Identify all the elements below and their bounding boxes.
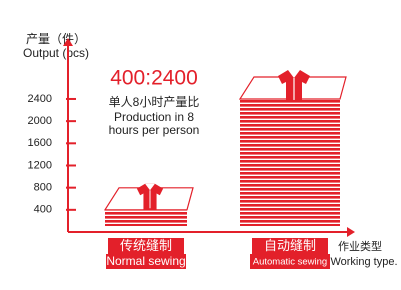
annotation: 单人8小时产量比: [109, 95, 200, 109]
annotation: Production in 8: [114, 110, 194, 124]
bar: [240, 99, 340, 226]
x-tick-label: 传统缝制: [120, 238, 172, 253]
y-tick-label: 1600: [28, 137, 52, 149]
y-axis-label: Output (pcs): [23, 46, 89, 60]
y-tick-label: 2400: [28, 93, 52, 105]
x-tick-label: 自动缝制: [264, 238, 316, 253]
chart: 产量（件） Output (pcs) 400:2400 单人8小时产量比 Pro…: [0, 0, 401, 290]
y-axis-label: 产量（件）: [26, 32, 86, 46]
ratio-annotation: 400:2400: [110, 67, 198, 90]
x-tick-sublabel: Automatic sewing: [253, 257, 327, 268]
y-tick-label: 1200: [28, 159, 52, 171]
y-tick-label: 400: [34, 204, 52, 216]
annotation: hours per person: [109, 123, 200, 137]
y-tick-label: 800: [34, 182, 52, 194]
x-axis-label: 作业类型: [338, 239, 382, 253]
x-tick-sublabel: Normal sewing: [106, 254, 185, 268]
y-tick-label: 2000: [28, 115, 52, 127]
x-axis-arrow: [347, 227, 355, 237]
bar: [105, 210, 187, 226]
x-axis-label: Working type.: [330, 256, 397, 268]
